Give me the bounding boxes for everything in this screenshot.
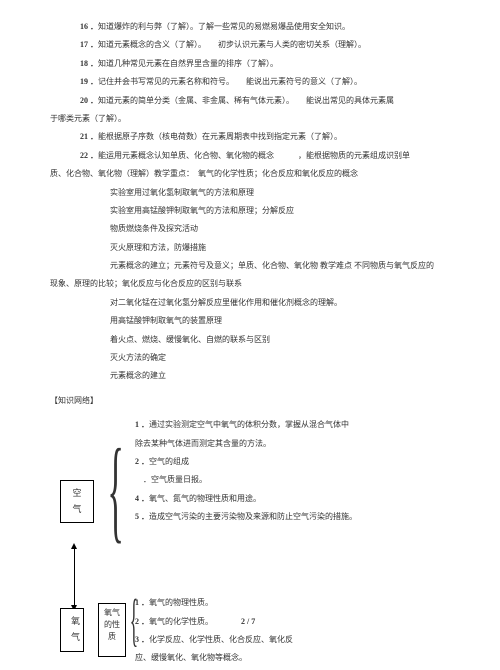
text-line: 21 ．能根据原子序数（核电荷数）在元素周期表中找到指定元素（了解）。 [50,130,450,144]
list-item: 1 ．通过实验测定空气中氧气的体积分数，掌握从混合气体中 [135,418,357,432]
list-item: 5 ．造成空气污染的主要污染物及来源和防止空气污染的措施。 [135,510,357,524]
oxygen-list: 1 ．氧气的物理性质。 2 ．氧气的化学性质。 2 / 7 3 ．化学反应、化学性质… [135,596,293,670]
text-line: 16 ．知道爆炸的利与弊（了解）。了解一些常见的易燃易爆品使用安全知识。 [50,20,450,34]
list-item: 1 ．氧气的物理性质。 [135,596,293,610]
list-item: 2 ．氧气的化学性质。 2 / 7 [135,615,293,629]
list-item: 2 ．空气的组成 [135,455,357,469]
text-line: 灭火原理和方法，防爆措施 [50,241,450,255]
text-line: 20 ．知道元素的简单分类（金属、非金属、稀有气体元素）。 能说出常见的具体元素… [50,94,450,108]
text-line: 19 ．记住并会书写常见的元素名称和符号。 能说出元素符号的意义（了解）。 [50,75,450,89]
text-line: 着火点、燃烧、缓慢氧化、自燃的联系与区别 [50,333,450,347]
box-oxygen-property: 氧气的性质 [98,603,126,657]
box-oxygen: 氧气 [60,608,84,652]
section-label: 【知识网络】 [50,394,450,408]
text-line: 实验室用过氧化氢制取氧气的方法和原理 [50,186,450,200]
page-number: 2 / 7 [241,617,255,626]
text-line: 22 ．能运用元素概念认知单质、化合物、氧化物的概念 ，能根据物质的元素组成识别… [50,149,450,163]
list-item: 4 ．氧气、氮气的物理性质和用途。 [135,492,357,506]
air-list: 1 ．通过实验测定空气中氧气的体积分数，掌握从混合气体中除去某种气体进而测定其含… [135,418,357,528]
text-line: 于哪类元素（了解）。 [50,112,450,126]
text-line: 元素概念的建立；元素符号及意义；单质、化合物、氧化物 教学难点 不同物质与氧气反… [50,259,450,273]
brace-icon: { [107,438,124,542]
list-item: 除去某种气体进而测定其含量的方法。 [135,437,357,451]
list-item: ．空气质量日报。 [135,473,357,487]
text-line: 17 ．知道元素概念的含义（了解）。 初步认识元素与人类的密切关系（理解）。 [50,38,450,52]
text-line: 对二氧化锰在过氧化氢分解反应里催化作用和催化剂概念的理解。 [50,296,450,310]
text-line: 实验室用高锰酸钾制取氧气的方法和原理；分解反应 [50,204,450,218]
text-line: 元素概念的建立 [50,369,450,383]
text-line: 灭火方法的确定 [50,351,450,365]
box-air: 空气 [60,480,94,522]
text-line: 物质燃烧条件及探究活动 [50,222,450,236]
text-line: 18 ．知道几种常见元素在自然界里含量的排序（了解）。 [50,57,450,71]
text-line: 现象、原理的比较；氧化反应与化合反应的区别与联系 [50,277,450,291]
arrow-icon [74,548,75,606]
list-item: 应、缓慢氧化、氧化物等概念。 [135,651,293,665]
text-line: 质、化合物、氧化物（理解）教学重点： 氧气的化学性质；化合反应和氧化反应的概念 [50,167,450,181]
list-item: 3 ．化学反应、化学性质、化合反应、氧化反 [135,633,293,647]
text-line: 用高锰酸钾制取氧气的装置原理 [50,314,450,328]
